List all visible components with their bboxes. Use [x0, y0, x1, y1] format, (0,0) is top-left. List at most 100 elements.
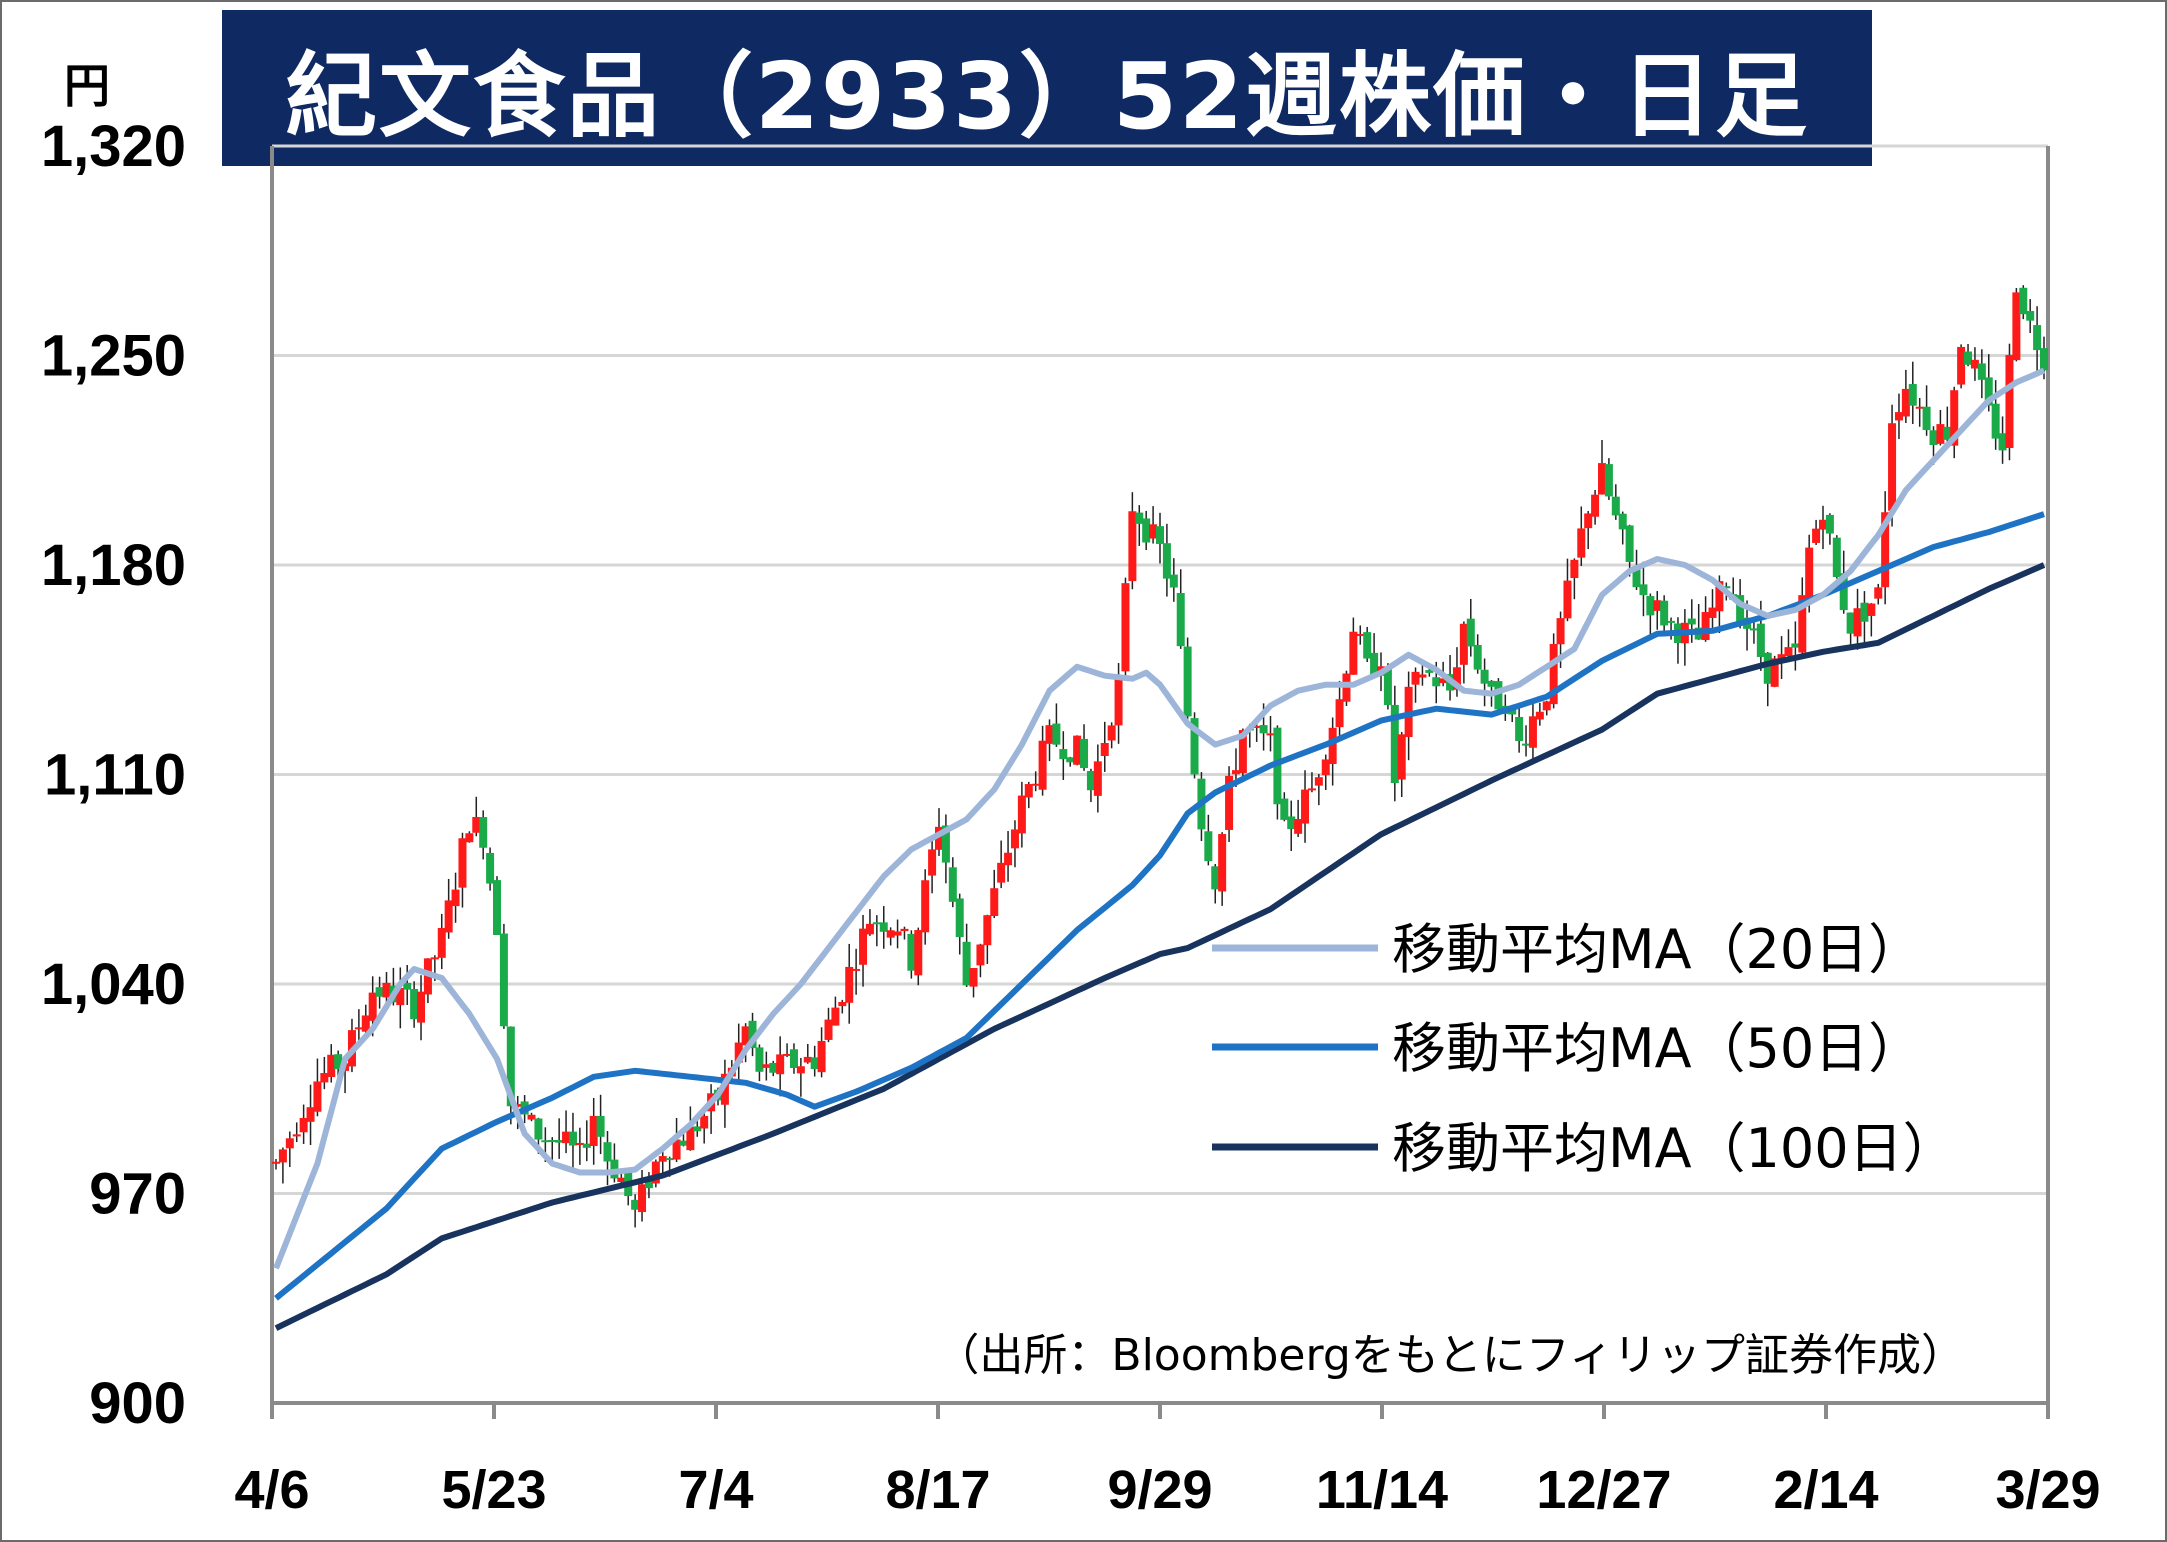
candle — [610, 1143, 619, 1183]
candle — [1977, 349, 1986, 399]
grid-lines — [272, 144, 2048, 1195]
candle — [1031, 771, 1040, 792]
candle — [997, 840, 1006, 889]
candle — [1943, 406, 1952, 447]
y-tick-labels: 900 970 1,040 1,110 1,180 1,250 1,320 — [41, 114, 186, 1436]
candle — [1342, 670, 1351, 706]
candle — [562, 1110, 571, 1154]
candle — [1964, 344, 1973, 367]
candle — [1749, 622, 1758, 644]
candle — [1577, 506, 1586, 567]
candle — [278, 1147, 287, 1184]
legend-item-ma100: 移動平均MA（100日） — [1212, 1117, 1957, 1180]
candle — [976, 943, 985, 978]
candle — [1162, 523, 1171, 597]
candle — [396, 967, 405, 1029]
candle — [748, 1012, 757, 1057]
candle — [1273, 725, 1282, 820]
candle — [1515, 703, 1524, 753]
candle — [1080, 724, 1089, 771]
candle — [1128, 492, 1137, 590]
candle — [320, 1056, 329, 1090]
candle — [1687, 599, 1696, 643]
candle — [1819, 505, 1827, 550]
candle — [1653, 591, 1662, 630]
candle — [1314, 773, 1323, 806]
candle — [1528, 700, 1537, 761]
legend-item-ma50: 移動平均MA（50日） — [1212, 1017, 1922, 1080]
candle — [1832, 535, 1841, 579]
candle — [1086, 768, 1095, 803]
candle — [410, 981, 419, 1028]
candle — [651, 1159, 660, 1188]
candle — [285, 1131, 294, 1168]
candle — [2033, 306, 2042, 373]
candle — [493, 876, 501, 936]
x-tick-label: 11/14 — [1316, 1460, 1448, 1520]
candle — [1584, 510, 1593, 550]
candle — [1881, 491, 1890, 605]
candle — [472, 796, 481, 837]
candle — [1363, 626, 1372, 663]
candle — [1176, 569, 1185, 649]
candle — [1998, 416, 2007, 464]
candle — [1204, 814, 1213, 866]
candle — [2026, 299, 2035, 334]
legend-label: 移動平均MA（100日） — [1392, 1117, 1957, 1180]
candle — [417, 975, 426, 1041]
candle — [734, 1023, 743, 1080]
candle — [831, 996, 840, 1026]
candle — [783, 1043, 792, 1058]
x-tick-label: 8/17 — [885, 1460, 990, 1520]
candle — [361, 1004, 370, 1034]
candle — [506, 1026, 515, 1125]
candle — [838, 999, 847, 1014]
candle — [1045, 719, 1054, 762]
candle — [2005, 343, 2014, 461]
candle — [1307, 772, 1316, 793]
candle — [1024, 781, 1033, 809]
candle — [624, 1171, 633, 1206]
candle — [354, 1009, 363, 1045]
candle — [1970, 347, 1979, 381]
candle — [1328, 717, 1337, 786]
candle — [1066, 756, 1075, 767]
candle — [1225, 766, 1234, 842]
moving-averages — [273, 367, 2046, 1331]
candle — [824, 1007, 833, 1043]
candle — [865, 909, 874, 936]
candle — [1570, 558, 1579, 600]
candle — [1004, 831, 1013, 882]
candle — [1611, 484, 1620, 520]
candle — [1183, 637, 1192, 720]
candle — [548, 1137, 557, 1164]
candle — [1466, 598, 1475, 657]
candle — [1853, 588, 1862, 650]
candle — [1708, 589, 1717, 634]
candle — [1321, 754, 1330, 791]
candle — [1867, 603, 1876, 637]
candle — [1121, 577, 1130, 676]
candle — [1397, 731, 1406, 798]
candle — [1888, 404, 1897, 527]
candle — [1680, 609, 1689, 666]
candle — [589, 1097, 598, 1165]
candle — [1936, 409, 1945, 446]
legend: 移動平均MA（20日） 移動平均MA（50日） 移動平均MA（100日） — [1212, 918, 1957, 1180]
candle — [1459, 621, 1468, 684]
candle — [1825, 513, 1834, 545]
candle — [1812, 519, 1821, 545]
candle — [1349, 617, 1358, 675]
candle — [1059, 731, 1068, 780]
candle — [1017, 781, 1026, 848]
candle — [272, 1158, 280, 1170]
candle — [313, 1058, 322, 1117]
candle — [1950, 386, 1959, 459]
candle — [1142, 510, 1151, 551]
candle — [789, 1043, 798, 1074]
candle — [872, 915, 881, 947]
legend-label: 移動平均MA（20日） — [1392, 918, 1922, 981]
candle — [1480, 658, 1489, 707]
y-tick-label: 1,180 — [41, 533, 186, 598]
candle — [1922, 385, 1931, 436]
